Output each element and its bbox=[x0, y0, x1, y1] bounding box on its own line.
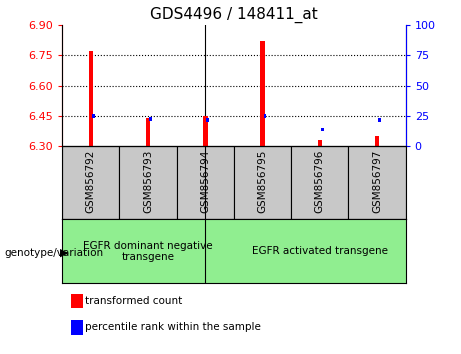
Bar bbox=[92, 114, 95, 118]
Text: GSM856794: GSM856794 bbox=[201, 150, 210, 213]
Text: GSM856797: GSM856797 bbox=[372, 150, 382, 213]
Bar bbox=[291, 147, 349, 219]
Bar bbox=[264, 114, 266, 118]
Title: GDS4496 / 148411_at: GDS4496 / 148411_at bbox=[150, 7, 318, 23]
Text: GSM856792: GSM856792 bbox=[86, 150, 96, 213]
Bar bbox=[177, 147, 234, 219]
Bar bbox=[321, 127, 324, 131]
Text: GSM856795: GSM856795 bbox=[258, 150, 267, 213]
Bar bbox=[260, 41, 265, 147]
Bar bbox=[207, 119, 209, 122]
Bar bbox=[62, 147, 119, 219]
Bar bbox=[349, 147, 406, 219]
Text: percentile rank within the sample: percentile rank within the sample bbox=[85, 322, 261, 332]
Bar bbox=[375, 136, 379, 147]
Text: genotype/variation: genotype/variation bbox=[5, 248, 104, 258]
Bar bbox=[203, 116, 207, 147]
Bar bbox=[89, 51, 93, 147]
Bar bbox=[146, 118, 150, 147]
Bar bbox=[234, 147, 291, 219]
Text: GSM856793: GSM856793 bbox=[143, 150, 153, 213]
Text: GSM856796: GSM856796 bbox=[315, 150, 325, 213]
Text: EGFR dominant negative
transgene: EGFR dominant negative transgene bbox=[83, 240, 213, 262]
Bar bbox=[119, 147, 177, 219]
Text: ▶: ▶ bbox=[60, 248, 68, 258]
Bar bbox=[318, 141, 322, 147]
Text: EGFR activated transgene: EGFR activated transgene bbox=[252, 246, 388, 256]
Bar bbox=[149, 118, 152, 121]
Text: transformed count: transformed count bbox=[85, 296, 183, 306]
Bar bbox=[378, 119, 381, 122]
